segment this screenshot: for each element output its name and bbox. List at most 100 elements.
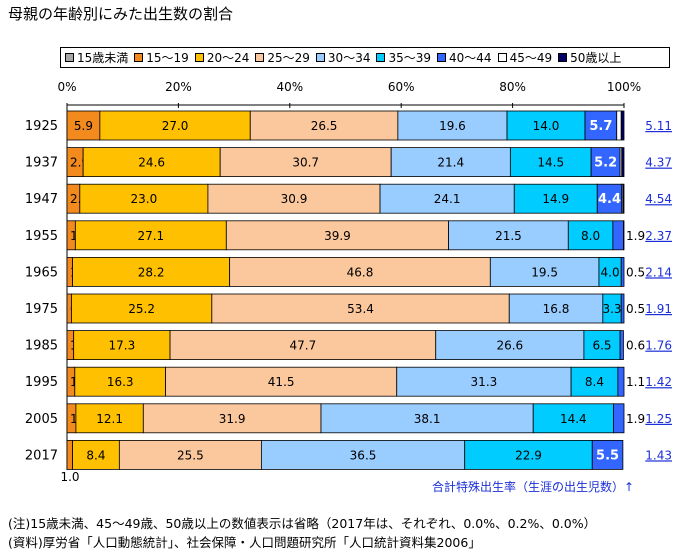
segment-data-label: 5.7	[589, 119, 612, 134]
segment-data-label: 19.6	[439, 119, 466, 133]
bar-segment	[219, 147, 392, 178]
bar-segment	[249, 110, 399, 141]
tfr-value: 5.11	[645, 119, 672, 133]
legend-item: 15～19	[134, 49, 189, 66]
segment-data-label: 39.9	[324, 229, 351, 243]
bar-segment	[169, 330, 437, 361]
segment-data-label: 21.5	[495, 229, 522, 243]
segment-data-label: 21.4	[437, 156, 464, 170]
segment-data-label: 8.0	[581, 229, 600, 243]
legend-swatch	[65, 53, 74, 62]
bottom-data-label: 1.0	[60, 470, 79, 484]
tfr-caption: 合計特殊出生率（生涯の出生児数）↑	[432, 480, 635, 494]
legend-swatch	[134, 53, 144, 62]
bar-segment	[623, 220, 625, 251]
segment-data-label: 23.0	[131, 192, 158, 206]
x-tick-label: 40%	[276, 80, 303, 94]
segment-data-label: 30.7	[292, 156, 319, 170]
tfr-value: 1.43	[645, 448, 672, 462]
bar-segment	[71, 293, 213, 324]
bar-segment	[617, 366, 625, 397]
bar-segment	[99, 110, 251, 141]
bar-segment	[567, 220, 614, 251]
stacked-bar-chart: 0% 20% 40% 60% 80% 100% 1925 5.9 27.0 26.5 19.6 14.…	[25, 80, 672, 484]
legend-item: 35～39	[376, 49, 431, 66]
bar-segment	[583, 330, 621, 361]
segment-data-label: 31.9	[219, 412, 246, 426]
segment-data-label: 53.4	[347, 302, 374, 316]
legend-item: 15歳未満	[65, 49, 128, 66]
bar-segment	[229, 256, 491, 287]
bar-segment	[74, 220, 227, 251]
segment-data-label: 6.5	[592, 339, 611, 353]
category-label: 2017	[25, 448, 58, 463]
segment-data-label: 4.4	[598, 192, 621, 207]
outside-data-label: 0.5	[626, 265, 645, 279]
legend-label: 15～19	[146, 51, 189, 65]
bar-segment	[584, 110, 618, 141]
segment-data-label: 26.6	[496, 339, 523, 353]
legend-swatch	[558, 53, 568, 62]
segment-data-label: 36.5	[350, 448, 377, 462]
legend-label: 20～24	[206, 51, 250, 65]
bar-segment	[616, 110, 622, 141]
bar-segment	[619, 330, 624, 361]
bar-segment	[74, 366, 166, 397]
segment-data-label: 5.2	[594, 156, 617, 171]
bar-segment	[622, 183, 625, 214]
segment-data-label: 12.1	[96, 412, 123, 426]
category-label: 1937	[25, 156, 58, 171]
segment-data-label: 14.4	[560, 412, 587, 426]
bar-segment	[75, 403, 144, 434]
segment-data-label: 14.5	[537, 156, 564, 170]
tfr-value: 1.25	[645, 412, 672, 426]
page-title: 母親の年齢別にみた出生数の割合	[8, 5, 234, 23]
segment-data-label: 16.8	[543, 302, 570, 316]
segment-data-label: 38.1	[414, 412, 441, 426]
bar-segment	[72, 256, 231, 287]
segment-data-label: 5.9	[74, 119, 93, 133]
footnote-note: (注)15歳未満、45～49歳、50歳以上の数値表示は省略（2017年は、それぞ…	[8, 516, 597, 531]
bar-segment	[397, 110, 508, 141]
bar-segment	[142, 403, 322, 434]
bar-segment	[320, 403, 534, 434]
bar-segment	[596, 183, 623, 214]
legend: 15歳未満 15～19 20～24 25～29 30～34 35～39 40～44 45～49…	[60, 47, 670, 68]
category-label: 1925	[25, 119, 58, 134]
category-label: 1947	[25, 192, 58, 207]
bar-segment	[513, 183, 598, 214]
bar-segment	[570, 366, 619, 397]
segment-data-label: 8.4	[86, 448, 105, 462]
bar-segment	[508, 293, 604, 324]
category-label: 1965	[25, 265, 58, 280]
legend-swatch	[315, 53, 325, 62]
bar-segment	[390, 147, 511, 178]
segment-data-label: 41.5	[268, 375, 295, 389]
segment-data-label: 16.3	[107, 375, 134, 389]
x-tick-label: 60%	[388, 80, 415, 94]
segment-data-label: 25.2	[128, 302, 155, 316]
bar-segment	[509, 147, 592, 178]
bar-segment	[435, 330, 585, 361]
tfr-value: 1.91	[645, 302, 672, 316]
bar-segment	[66, 439, 73, 470]
segment-data-label: 14.9	[542, 192, 569, 206]
x-tick-label: 100%	[607, 80, 641, 94]
legend-label: 45～49	[509, 51, 553, 65]
bar-segment	[260, 439, 466, 470]
segment-data-label: 30.9	[281, 192, 308, 206]
segment-data-label: 4.0	[601, 265, 620, 279]
legend-swatch	[437, 53, 447, 62]
tfr-value: 2.14	[645, 265, 672, 279]
bar-segment	[613, 403, 625, 434]
segment-data-label: 14.0	[533, 119, 560, 133]
segment-data-label: 3.3	[602, 302, 621, 316]
bar-segment	[620, 293, 625, 324]
segment-data-label: 47.7	[290, 339, 317, 353]
legend-swatch	[255, 53, 265, 62]
legend-swatch	[376, 53, 386, 62]
legend-label: 50歳以上	[570, 51, 622, 65]
segment-data-label: 8.4	[585, 375, 604, 389]
x-tick-label: 20%	[165, 80, 192, 94]
category-label: 2005	[25, 412, 58, 427]
